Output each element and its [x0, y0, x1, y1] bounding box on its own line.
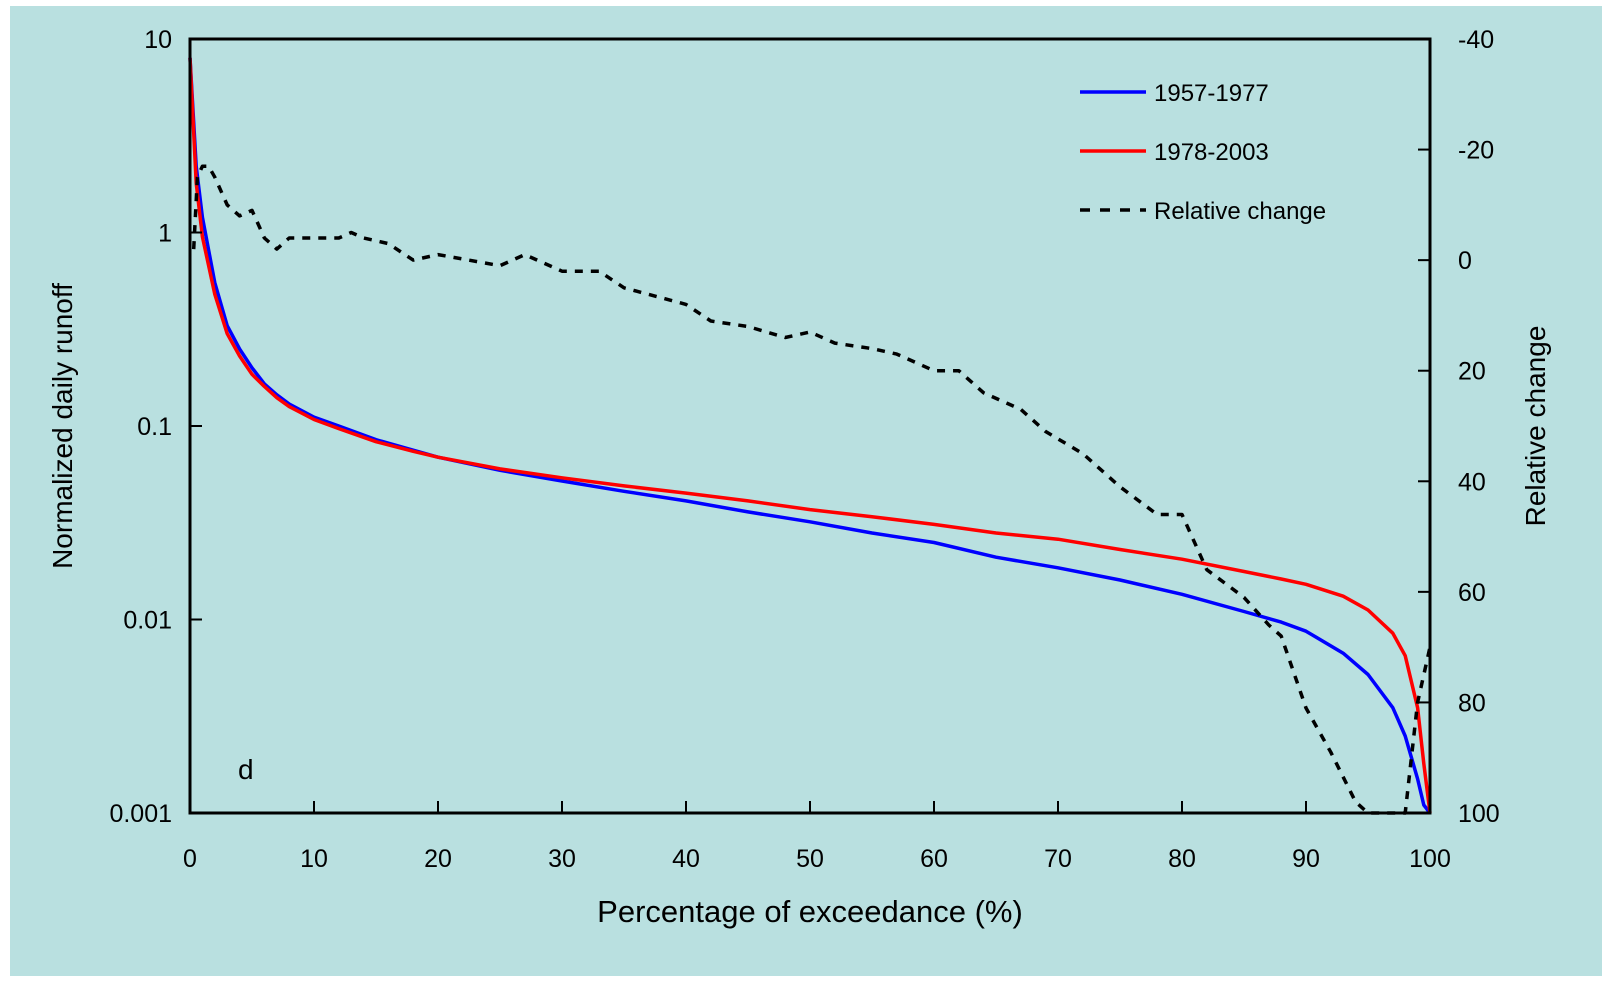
y-axis-right: -40 -20 0 20 40 60 80 100: [1418, 26, 1500, 828]
legend-label: 1957-1977: [1154, 80, 1269, 107]
y-tick-label: 0.1: [137, 413, 172, 441]
x-tick-label: 10: [300, 845, 328, 873]
series-layer: [188, 57, 1432, 815]
y2-tick-label: -20: [1458, 137, 1494, 165]
x-tick-label: 0: [183, 845, 197, 873]
y2-tick-label: 100: [1458, 800, 1500, 828]
x-tick-label: 90: [1292, 845, 1320, 873]
y2-tick-label: 40: [1458, 468, 1486, 496]
y2-tick-label: 20: [1458, 358, 1486, 386]
x-tick-label: 50: [796, 845, 824, 873]
x-tick-label: 20: [424, 845, 452, 873]
y-tick-label: 0.001: [109, 800, 172, 828]
series-line-1957-1977: [188, 57, 1432, 815]
x-tick-label: 60: [920, 845, 948, 873]
y-tick-label: 0.01: [123, 607, 172, 635]
legend-label: Relative change: [1154, 198, 1326, 225]
y2-tick-label: 60: [1458, 579, 1486, 607]
y-axis-left: 0.001 0.01 0.1 1 10: [109, 26, 202, 828]
series-line-relative-change: [191, 164, 1432, 815]
legend-label: 1978-2003: [1154, 139, 1269, 166]
y2-tick-label: 80: [1458, 689, 1486, 717]
y-tick-label: 1: [158, 220, 172, 248]
x-axis-label: Percentage of exceedance (%): [597, 894, 1023, 929]
x-tick-label: 30: [548, 845, 576, 873]
x-axis: 0 10 20 30 40 50 60 70 80 90 100: [183, 801, 1451, 873]
legend: 1957-1977 1978-2003 Relative change: [1080, 80, 1326, 225]
panel-label: d: [238, 754, 254, 785]
series-line-1978-2003: [188, 57, 1432, 814]
y2-tick-label: -40: [1458, 26, 1494, 54]
y-tick-label: 10: [144, 26, 172, 54]
chart-background: [10, 6, 1602, 976]
x-tick-label: 70: [1044, 845, 1072, 873]
y2-tick-label: 0: [1458, 247, 1472, 275]
y-axis-label: Normalized daily runoff: [47, 283, 78, 569]
x-tick-label: 80: [1168, 845, 1196, 873]
y2-axis-label: Relative change: [1520, 326, 1551, 527]
x-tick-label: 40: [672, 845, 700, 873]
x-tick-label: 100: [1409, 845, 1451, 873]
